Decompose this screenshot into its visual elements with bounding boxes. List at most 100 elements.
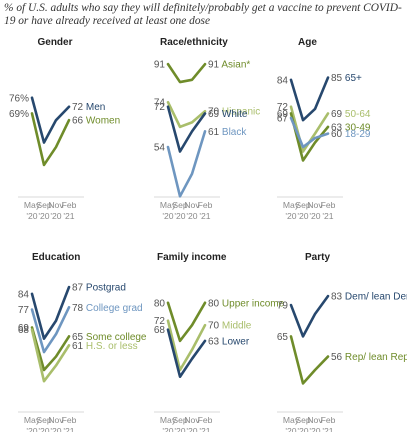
end-label-middle: 70 Middle: [208, 321, 252, 332]
end-label-college-grad: 78 College grad: [72, 303, 143, 314]
series-name: Men: [86, 102, 105, 113]
series-line-college-grad: [30, 305, 71, 354]
end-value: 70: [208, 321, 222, 332]
x-tick-label-year: '20: [285, 211, 296, 221]
x-tick-label-year: '20: [297, 426, 308, 432]
series-name: Asian*: [221, 60, 250, 71]
end-label-some-college: 65 Some college: [72, 332, 147, 343]
start-value-label: 65: [277, 332, 289, 343]
x-tick-label-month: May: [160, 200, 177, 210]
x-tick-label-month: Nov: [184, 200, 200, 210]
end-value: 69: [331, 109, 345, 120]
x-tick-label-month: Sep: [36, 415, 52, 425]
start-value-label: 74: [154, 98, 166, 109]
end-value: 85: [331, 73, 345, 84]
x-tick-label-month: Feb: [321, 415, 336, 425]
start-value-label: 72: [154, 316, 166, 327]
end-label-65: 85 65+: [331, 73, 362, 84]
series-name: 50-64: [345, 109, 371, 120]
end-label-lower: 63 Lower: [208, 336, 250, 347]
x-tick-label-month: Nov: [307, 415, 323, 425]
end-label-postgrad: 87 Postgrad: [72, 283, 126, 294]
x-tick-label-month: Nov: [48, 415, 64, 425]
end-value: 80: [208, 298, 222, 309]
series-line-18-29: [289, 116, 330, 149]
x-tick-label-year: '20: [309, 211, 320, 221]
x-tick-label-year: '20: [26, 426, 37, 432]
end-value: 63: [331, 122, 345, 133]
start-value-label: 69: [18, 323, 30, 334]
x-tick-label-year: '20: [162, 211, 173, 221]
series-line-h-s-or-less: [30, 328, 71, 383]
end-value: 69: [208, 109, 222, 120]
end-label-upper-income: 80 Upper income: [208, 298, 285, 309]
panel-race-ethnicity: Race/ethnicityMay'20Sep'20Nov'20Feb'2191…: [154, 37, 260, 221]
x-tick-label-year: '20: [162, 426, 173, 432]
start-value-label: 72: [154, 102, 166, 113]
series-line-rep-lean-rep: [289, 335, 330, 385]
end-label-30-49: 63 30-49: [331, 122, 371, 133]
series-name: White: [222, 109, 248, 120]
series-line-asian: [166, 62, 207, 84]
end-label-50-64: 69 50-64: [331, 109, 371, 120]
series-name: Hispanic: [222, 107, 260, 118]
x-tick-label-month: May: [24, 200, 41, 210]
series-line-white: [166, 105, 207, 153]
x-tick-label-month: Feb: [198, 200, 213, 210]
series-line-black: [166, 130, 207, 198]
series-name: Some college: [86, 332, 147, 343]
x-tick-label-month: Sep: [295, 415, 311, 425]
series-name: Middle: [222, 321, 252, 332]
panel-title: Education: [32, 252, 80, 263]
end-label-rep-lean-rep: 56 Rep/ lean Rep: [331, 352, 407, 363]
series-name: Black: [222, 127, 247, 138]
series-line-65: [289, 76, 330, 122]
series-name: Rep/ lean Rep: [345, 352, 407, 363]
x-tick-label-year: '20: [38, 211, 49, 221]
start-value-label: 80: [154, 298, 166, 309]
x-tick-label-year: '20: [174, 211, 185, 221]
x-tick-label-year: '21: [199, 426, 210, 432]
series-name: Women: [86, 116, 120, 127]
series-name: Upper income: [222, 298, 285, 309]
end-value: 72: [72, 102, 86, 113]
x-tick-label-year: '20: [38, 426, 49, 432]
series-line-dem-lean-dem: [289, 294, 330, 338]
end-label-black: 61 Black: [208, 127, 247, 138]
x-tick-label-year: '20: [174, 426, 185, 432]
end-value: 63: [208, 336, 222, 347]
end-value: 56: [331, 352, 345, 363]
panel-title: Age: [298, 37, 317, 48]
end-label-women: 66 Women: [72, 116, 120, 127]
series-line-some-college: [30, 326, 71, 372]
x-tick-label-month: Sep: [172, 415, 188, 425]
x-tick-label-month: May: [24, 415, 41, 425]
series-line-hispanic: [166, 100, 207, 129]
x-tick-label-month: May: [283, 200, 300, 210]
end-label-white: 69 White: [208, 109, 248, 120]
start-value-label: 76%: [9, 93, 29, 104]
x-tick-label-month: May: [283, 415, 300, 425]
x-tick-label-month: Nov: [48, 200, 64, 210]
start-value-label: 79: [277, 301, 289, 312]
start-value-label: 68: [154, 325, 166, 336]
series-line-lower: [166, 328, 207, 379]
start-value-label: 84: [277, 75, 289, 86]
x-tick-label-year: '20: [186, 426, 197, 432]
series-name: Postgrad: [86, 283, 126, 294]
end-value: 83: [331, 292, 345, 303]
start-value-label: 69: [277, 109, 289, 120]
end-value: 87: [72, 283, 86, 294]
end-label-h-s-or-less: 61 H.S. or less: [72, 341, 138, 352]
panel-title: Party: [305, 252, 330, 263]
series-name: 18-29: [345, 129, 371, 140]
x-tick-label-year: '20: [26, 211, 37, 221]
end-value: 70: [208, 107, 222, 118]
x-tick-label-month: Nov: [184, 415, 200, 425]
series-name: 30-49: [345, 122, 371, 133]
series-name: Dem/ lean Dem: [345, 292, 407, 303]
end-label-men: 72 Men: [72, 102, 105, 113]
